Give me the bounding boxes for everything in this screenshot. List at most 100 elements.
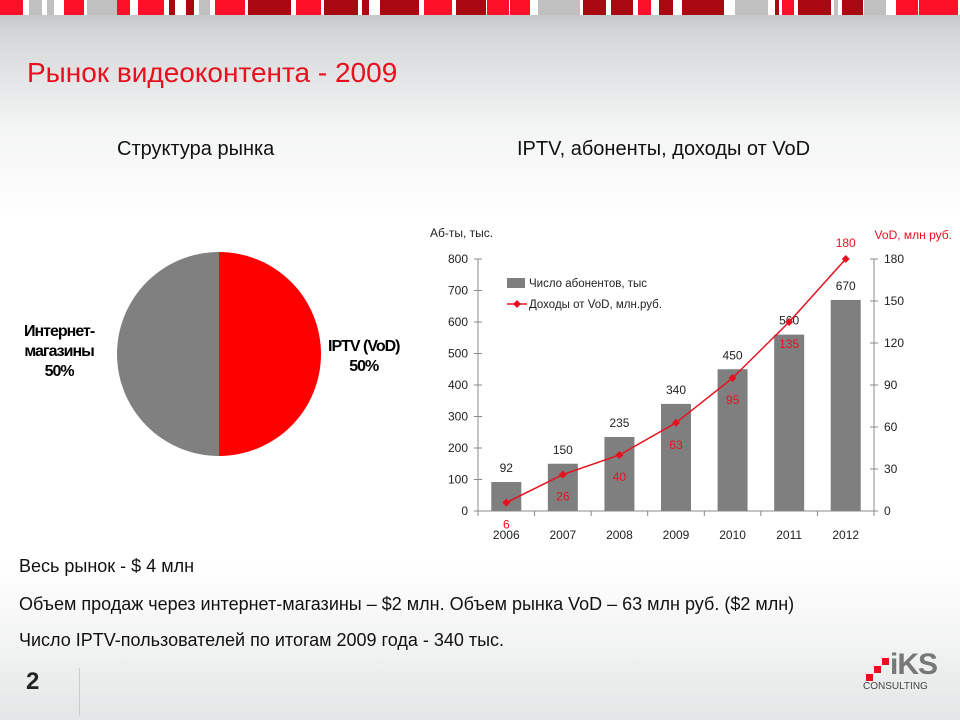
left-tick-label: 400 <box>448 378 468 392</box>
legend-bar-label: Число абонентов, тыс <box>529 278 647 290</box>
stripe <box>583 0 606 15</box>
left-axis-title: Аб-ты, тыс. <box>430 226 493 240</box>
pie-label-internet-shops: Интернет-магазины 50% <box>24 323 95 380</box>
vod-point-2009 <box>672 418 680 427</box>
stripe <box>682 0 724 15</box>
note-sales-volume: Объем продаж через интернет-магазины – $… <box>19 594 795 614</box>
x-tick-label: 2010 <box>719 528 746 542</box>
stripe <box>919 0 958 15</box>
pie-title: Структура рынка <box>117 138 275 160</box>
stripe <box>138 0 164 15</box>
pie-label-iptv: IPTV (VoD) 50% <box>328 338 400 375</box>
bar-value-label: 235 <box>609 416 629 430</box>
vod-point-2008 <box>615 451 624 459</box>
x-tick-label: 2006 <box>493 528 520 542</box>
left-tick-label: 0 <box>461 504 468 518</box>
bar-value-label: 340 <box>666 383 686 397</box>
right-axis-title: VoD, млн руб. <box>875 228 952 242</box>
stripe <box>215 0 245 15</box>
left-tick-label: 600 <box>448 315 468 329</box>
bar-2010 <box>717 369 748 511</box>
page-number: 2 <box>26 668 40 695</box>
pie-chart <box>117 252 321 456</box>
slide-title: Рынок видеоконтента - 2009 <box>27 57 398 88</box>
right-tick-label: 0 <box>884 504 891 518</box>
vod-point-2012 <box>841 255 850 263</box>
stripe <box>29 0 42 15</box>
vod-value-label: 26 <box>556 490 570 504</box>
footer-divider <box>79 668 80 716</box>
left-tick-label: 200 <box>448 441 468 455</box>
iks-consulting-logo: iKS CONSULTING <box>863 648 938 692</box>
vod-point-2007 <box>558 470 567 479</box>
stripe <box>169 0 175 15</box>
x-tick-label: 2008 <box>606 528 633 542</box>
stripe <box>424 0 452 15</box>
bar-2011 <box>774 334 805 511</box>
stripe <box>896 0 918 15</box>
right-tick-label: 150 <box>884 294 904 308</box>
vod-point-2006 <box>502 498 511 507</box>
stripe <box>47 0 54 15</box>
left-tick-label: 700 <box>448 284 468 298</box>
bar-value-label: 670 <box>836 279 856 293</box>
stripe <box>611 0 633 15</box>
x-tick-label: 2009 <box>663 528 690 542</box>
vod-value-label: 40 <box>613 470 627 484</box>
stripe <box>487 0 509 15</box>
stripe <box>380 0 419 15</box>
vod-value-label: 95 <box>726 393 740 407</box>
pie-slice-internet-shops <box>117 252 219 456</box>
legend-line-label: Доходы от VoD, млн.руб. <box>529 299 662 311</box>
stripe <box>199 0 210 15</box>
vod-value-label: 6 <box>503 518 510 532</box>
bar-value-label: 150 <box>553 443 573 457</box>
stripe <box>64 0 84 15</box>
iptv-combo-chart: 0 100 200 300 400 500 600 700 800 0 30 60 90 120 150 18… <box>420 215 960 555</box>
right-tick-label: 30 <box>884 462 898 476</box>
stripe <box>117 0 130 15</box>
note-iptv-users: Число IPTV-пользователей по итогам 2009 … <box>19 630 505 650</box>
vod-point-2011 <box>785 318 794 326</box>
stripe <box>510 0 530 15</box>
stripe <box>0 0 23 15</box>
right-tick-label: 120 <box>884 336 904 350</box>
bar-value-label: 450 <box>723 348 743 362</box>
left-tick-label: 100 <box>448 473 468 487</box>
left-tick-label: 300 <box>448 410 468 424</box>
stripe <box>798 0 831 15</box>
right-tick-label: 60 <box>884 420 898 434</box>
right-tick-label: 90 <box>884 378 898 392</box>
left-tick-label: 500 <box>448 347 468 361</box>
stripe <box>659 0 673 15</box>
stripe <box>456 0 486 15</box>
vod-value-label: 135 <box>779 337 799 351</box>
bar-2006 <box>491 482 522 511</box>
note-total-market: Весь рынок - $ 4 млн <box>19 556 195 576</box>
x-tick-label: 2012 <box>832 528 859 542</box>
pie-slice-iptv <box>219 252 321 456</box>
stripe <box>186 0 194 15</box>
bar-value-label: 92 <box>500 461 514 475</box>
legend-bar-swatch <box>507 278 525 288</box>
bar-2012 <box>830 299 861 511</box>
x-tick-label: 2007 <box>550 528 577 542</box>
stripe <box>296 0 321 15</box>
stripe <box>248 0 291 15</box>
vod-point-2010 <box>728 374 737 382</box>
stripe <box>775 0 779 15</box>
stripe <box>842 0 863 15</box>
x-tick-label: 2011 <box>776 528 802 542</box>
right-tick-label: 180 <box>884 252 904 266</box>
legend-line-marker <box>513 300 521 308</box>
chart-title: IPTV, абоненты, доходы от VoD <box>517 138 811 160</box>
stripe <box>735 0 768 15</box>
left-tick-label: 800 <box>448 252 468 266</box>
stripe <box>87 0 117 15</box>
vod-value-label: 180 <box>836 236 856 250</box>
stripe <box>834 0 838 15</box>
decorative-stripe-bar <box>0 0 960 15</box>
stripe <box>324 0 358 15</box>
stripe <box>538 0 580 15</box>
stripe <box>638 0 651 15</box>
